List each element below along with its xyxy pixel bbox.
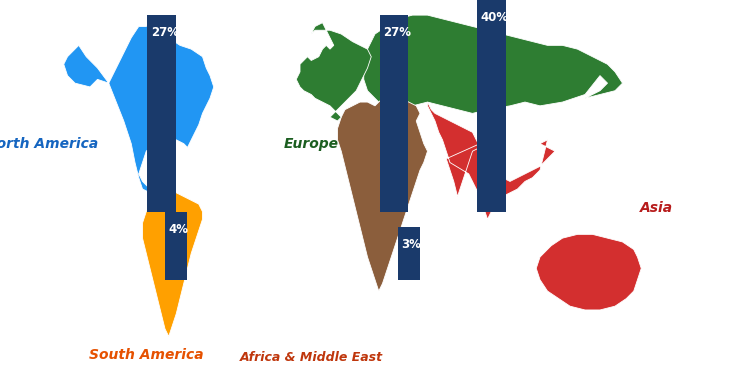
Text: Africa & Middle East: Africa & Middle East [240, 351, 382, 364]
Text: 3%: 3% [401, 238, 422, 251]
Bar [165, 212, 188, 280]
Bar [398, 227, 420, 280]
Polygon shape [142, 193, 202, 336]
Bar [477, 0, 506, 212]
Polygon shape [427, 102, 555, 219]
Text: 27%: 27% [383, 26, 411, 39]
Polygon shape [338, 98, 427, 291]
Polygon shape [536, 234, 641, 310]
Text: 40%: 40% [481, 11, 508, 24]
Text: 4%: 4% [169, 223, 189, 236]
Text: North America: North America [0, 136, 98, 151]
Text: South America: South America [89, 348, 203, 363]
Text: 27%: 27% [151, 26, 178, 39]
Bar [147, 15, 176, 212]
Polygon shape [364, 15, 622, 113]
Text: Asia: Asia [640, 201, 673, 215]
Polygon shape [64, 15, 214, 197]
Text: Europe: Europe [284, 136, 339, 151]
Polygon shape [296, 23, 371, 121]
Bar [380, 15, 408, 212]
